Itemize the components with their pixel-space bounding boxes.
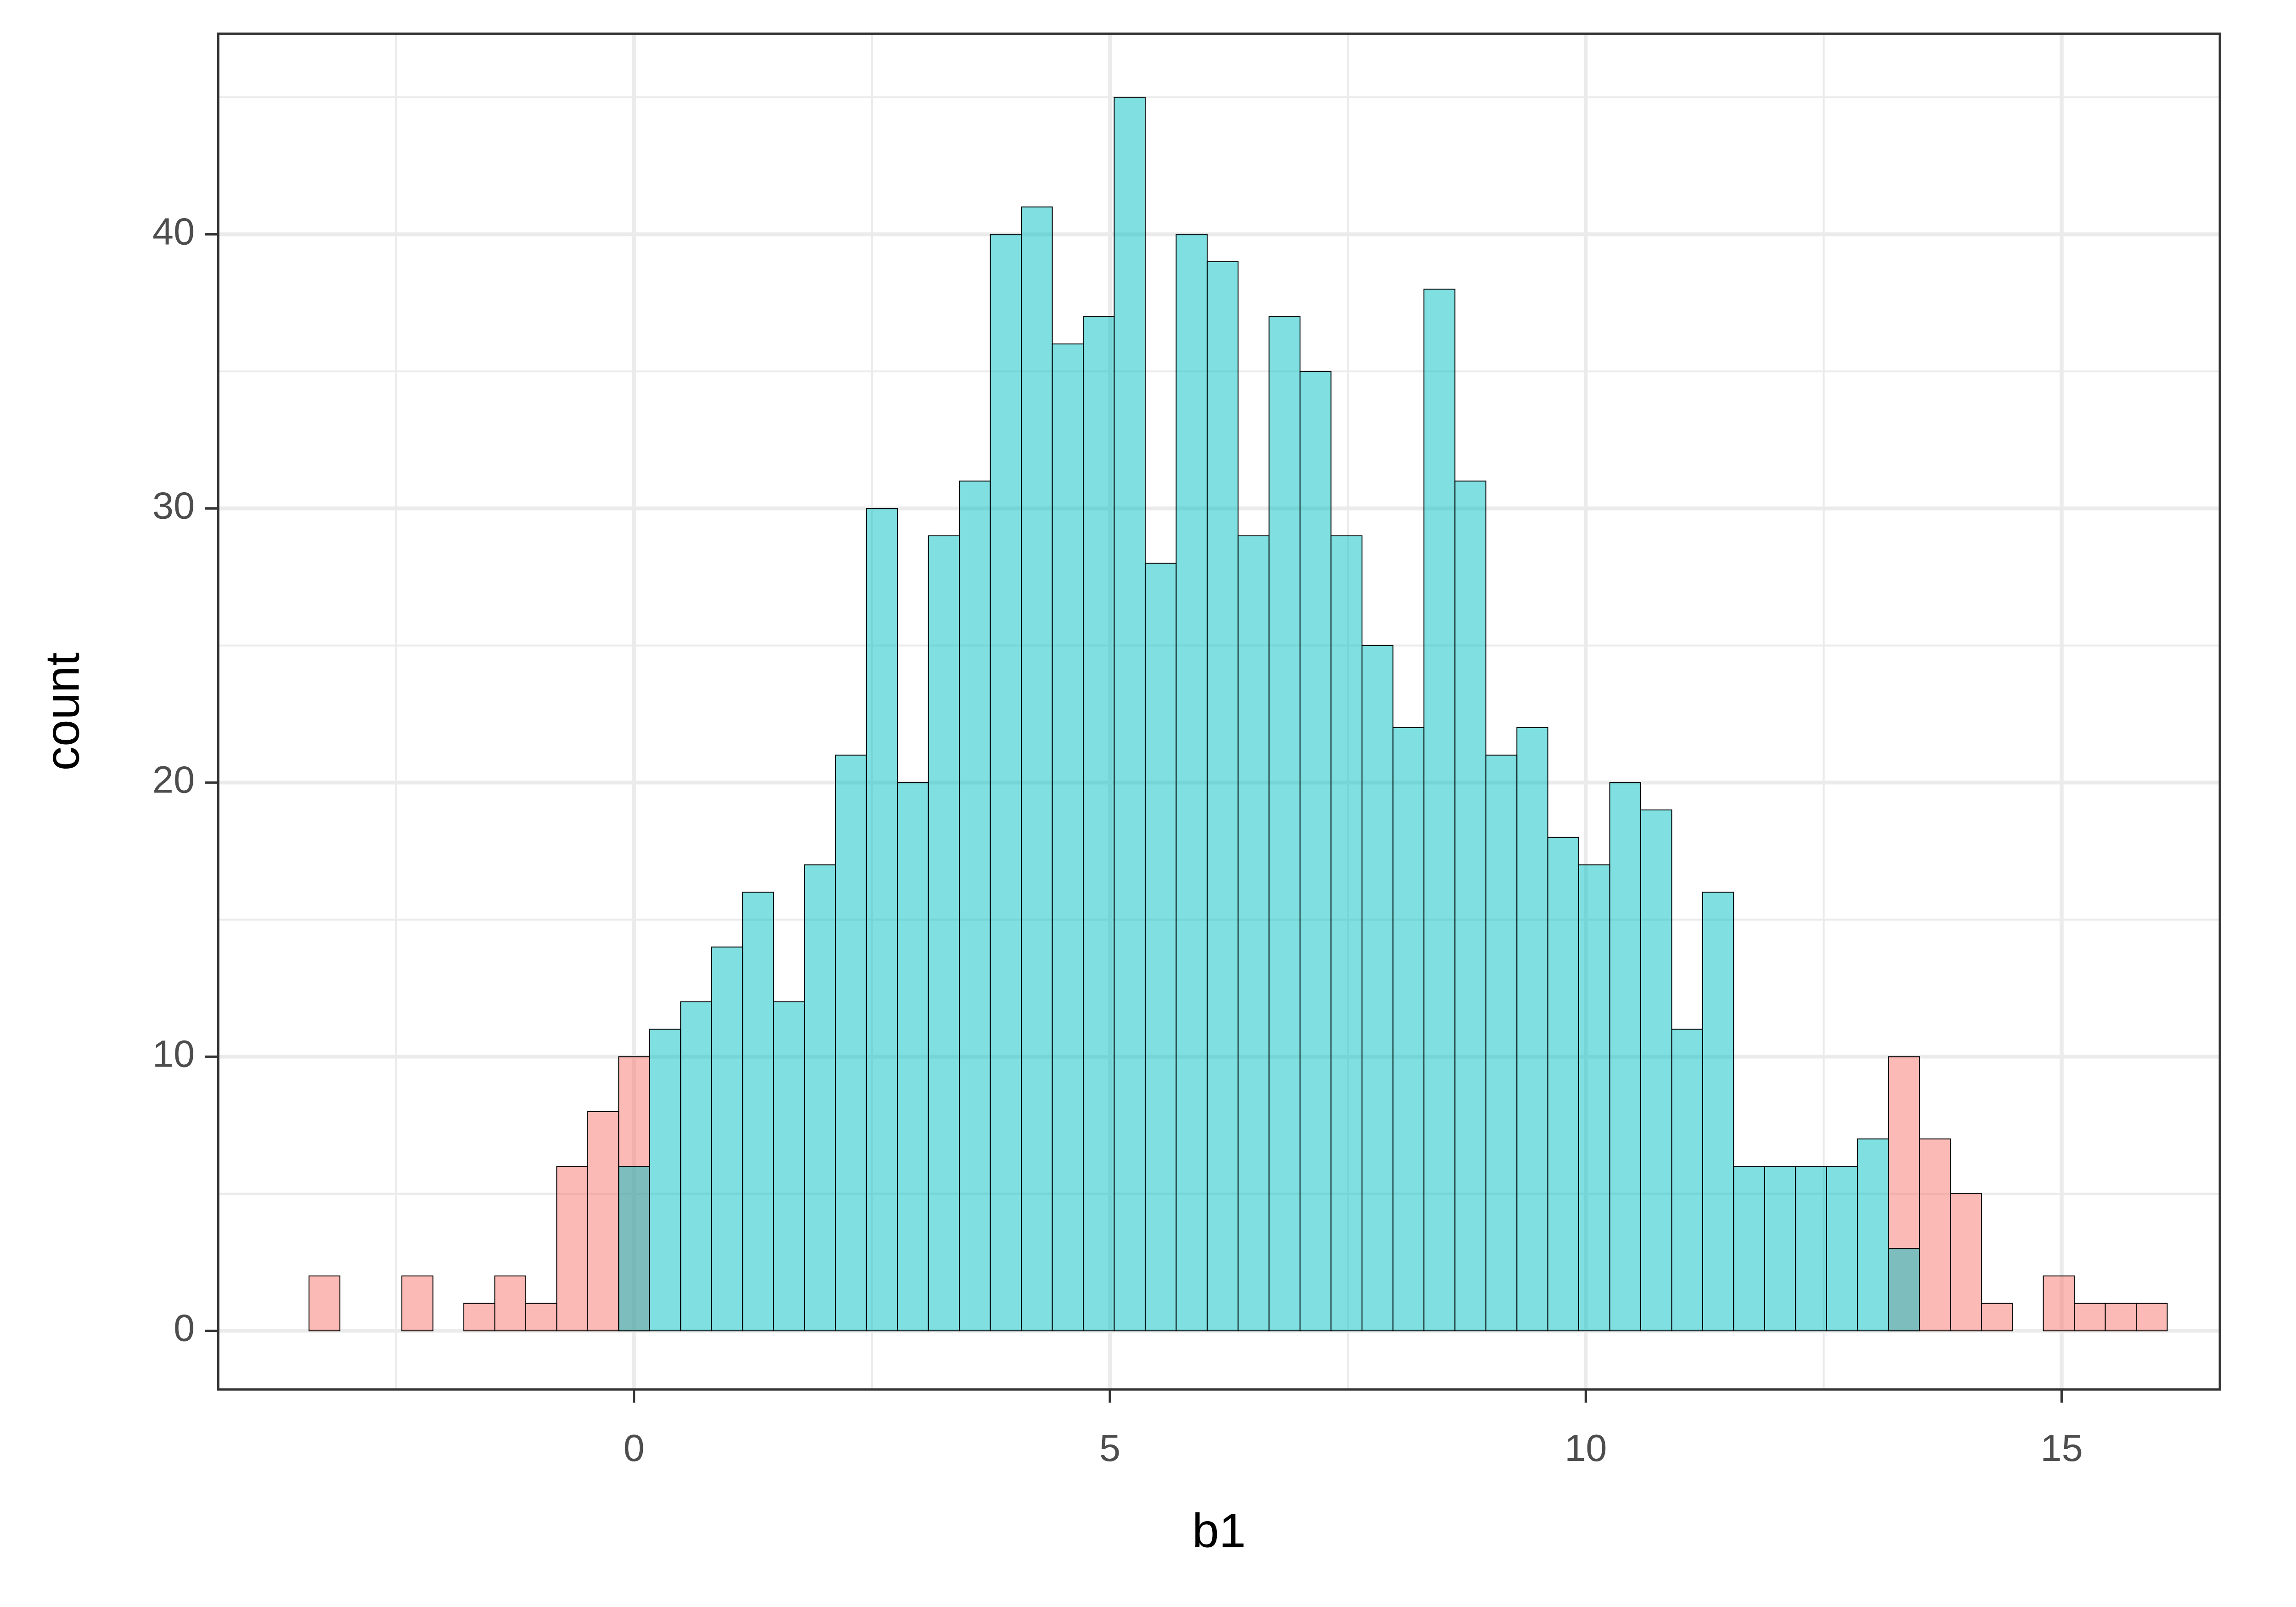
y-tick-label: 10 (152, 1032, 195, 1075)
bar (1516, 727, 1548, 1332)
bar (804, 864, 836, 1332)
bar (1857, 1138, 1889, 1332)
bar (1919, 1138, 1951, 1332)
bar (1702, 892, 1734, 1332)
bar (618, 1166, 650, 1332)
bar (897, 782, 929, 1332)
bar (1362, 645, 1394, 1332)
bar (1300, 371, 1332, 1332)
bar (1238, 535, 1270, 1332)
bar (1330, 535, 1363, 1332)
bar (1485, 754, 1518, 1332)
bar (866, 508, 898, 1332)
bar (1609, 782, 1641, 1332)
bar (308, 1275, 341, 1332)
bar (649, 1028, 681, 1332)
bar (1392, 727, 1424, 1332)
bar (1640, 809, 1672, 1332)
y-tick-label: 20 (152, 758, 195, 801)
bar (463, 1303, 495, 1332)
x-axis-title: b1 (1192, 1504, 1246, 1558)
axes: 0 5 10 15 0 10 20 30 40 (152, 210, 2083, 1469)
y-tick-label: 30 (152, 484, 195, 527)
bar (1950, 1193, 1982, 1332)
bar (1981, 1303, 2013, 1332)
x-tick-label: 15 (2041, 1427, 2083, 1469)
x-tick-label: 0 (624, 1427, 645, 1469)
bar (1176, 234, 1208, 1332)
bar (1114, 96, 1146, 1332)
bar (1795, 1166, 1827, 1332)
bar (1083, 316, 1115, 1332)
bar (494, 1275, 526, 1332)
bars (308, 96, 2168, 1332)
bar (2043, 1275, 2075, 1332)
bar (928, 535, 960, 1332)
bar (1826, 1166, 1858, 1332)
panel-border (217, 32, 2221, 1391)
bar (1671, 1028, 1703, 1332)
bar (680, 1001, 712, 1332)
bar (1206, 261, 1239, 1332)
bar (525, 1303, 557, 1332)
bar (711, 946, 743, 1332)
bar (1733, 1166, 1765, 1332)
bar (1052, 343, 1084, 1332)
bar (401, 1275, 433, 1332)
y-axis-title: count (35, 652, 89, 770)
bar (990, 234, 1022, 1332)
bar (2074, 1303, 2106, 1332)
bar (2136, 1303, 2168, 1332)
bar (1454, 480, 1486, 1332)
bar (773, 1001, 805, 1332)
bar (1764, 1166, 1796, 1332)
bar (556, 1166, 588, 1332)
bar (835, 754, 867, 1332)
bar (2105, 1303, 2137, 1332)
bar (1144, 562, 1177, 1332)
bar (959, 480, 991, 1332)
bar (1021, 206, 1053, 1332)
y-tick-label: 40 (152, 210, 195, 253)
bar (587, 1111, 619, 1332)
x-tick-label: 10 (1564, 1427, 1607, 1469)
x-tick-label: 5 (1099, 1427, 1120, 1469)
bar (1268, 316, 1301, 1332)
bar (1547, 837, 1579, 1332)
y-tick-label: 0 (174, 1306, 195, 1349)
bar (742, 892, 774, 1332)
bar (1888, 1248, 1920, 1332)
bar (1423, 288, 1456, 1332)
bar (1578, 864, 1610, 1332)
